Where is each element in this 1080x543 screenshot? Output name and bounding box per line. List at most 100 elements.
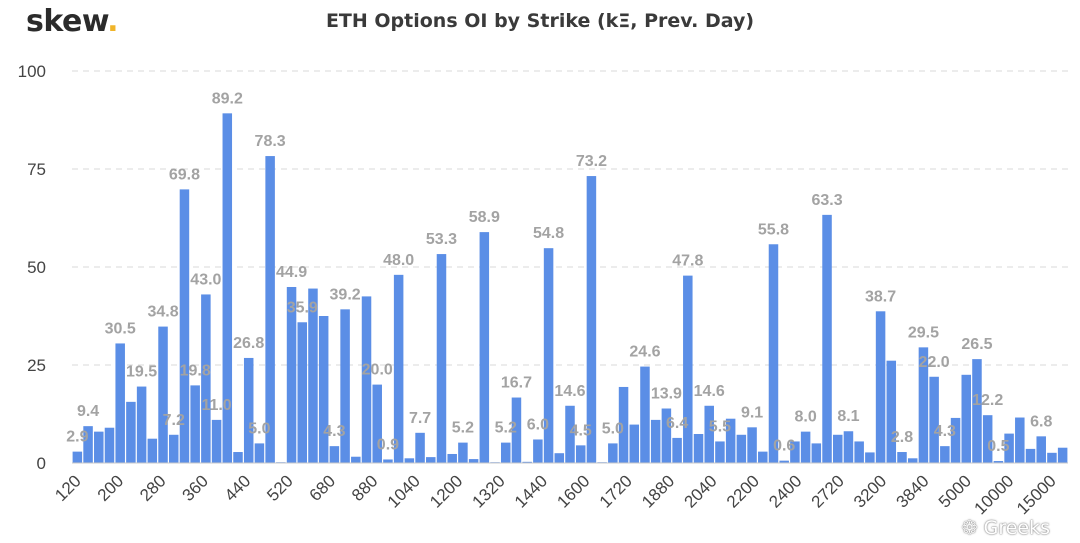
data-label: 53.3 bbox=[426, 231, 457, 248]
data-label: 5.2 bbox=[452, 420, 474, 437]
bar bbox=[147, 438, 158, 463]
data-label: 6.4 bbox=[666, 415, 688, 432]
y-tick-label: 25 bbox=[27, 356, 46, 375]
bar bbox=[1036, 436, 1046, 463]
bar bbox=[447, 453, 457, 463]
bar bbox=[650, 419, 661, 463]
x-tick-label: 1720 bbox=[596, 471, 636, 511]
bar bbox=[832, 434, 843, 463]
data-label: 47.8 bbox=[672, 253, 703, 270]
bar bbox=[94, 431, 104, 463]
bar bbox=[522, 461, 532, 463]
bar bbox=[715, 441, 725, 463]
data-label: 5.0 bbox=[248, 420, 270, 437]
bar bbox=[479, 232, 490, 463]
data-label: 14.6 bbox=[554, 383, 585, 400]
data-label: 55.8 bbox=[758, 221, 789, 238]
y-tick-label: 100 bbox=[18, 62, 46, 81]
bar bbox=[426, 457, 436, 463]
y-tick-label: 50 bbox=[27, 258, 46, 277]
bar bbox=[72, 451, 83, 463]
bar bbox=[329, 446, 340, 463]
bar bbox=[629, 424, 640, 463]
bar bbox=[736, 434, 747, 463]
bar bbox=[929, 376, 939, 463]
x-tick-label: 1440 bbox=[511, 471, 551, 511]
data-label: 0.9 bbox=[377, 436, 399, 453]
bar bbox=[565, 405, 575, 463]
bar bbox=[875, 311, 886, 463]
x-tick-label: 2040 bbox=[681, 471, 721, 511]
x-tick-label: 200 bbox=[94, 471, 127, 504]
data-label: 73.2 bbox=[576, 153, 607, 170]
data-label: 30.5 bbox=[105, 320, 136, 337]
bar bbox=[104, 427, 115, 463]
bar bbox=[361, 296, 372, 463]
data-label: 5.0 bbox=[602, 420, 624, 437]
x-tick-label: 2720 bbox=[808, 471, 848, 511]
bar bbox=[725, 418, 736, 463]
bar bbox=[458, 442, 468, 463]
bar bbox=[158, 326, 168, 463]
x-tick-label: 1200 bbox=[426, 471, 466, 511]
bar bbox=[308, 288, 318, 463]
data-label: 6.0 bbox=[527, 416, 549, 433]
bar bbox=[661, 408, 672, 463]
bar bbox=[500, 442, 511, 463]
data-label: 44.9 bbox=[276, 264, 307, 281]
data-label: 11.0 bbox=[201, 397, 231, 414]
bar bbox=[83, 426, 93, 463]
bar bbox=[961, 374, 972, 463]
bar bbox=[608, 443, 618, 463]
bar bbox=[415, 432, 425, 463]
data-label: 29.5 bbox=[908, 324, 939, 341]
data-label: 9.1 bbox=[741, 404, 763, 421]
x-tick-label: 680 bbox=[306, 471, 339, 504]
bar bbox=[618, 386, 629, 463]
bar bbox=[554, 453, 565, 463]
data-label: 2.9 bbox=[66, 429, 88, 446]
data-label: 63.3 bbox=[811, 192, 842, 209]
data-label: 4.3 bbox=[934, 423, 956, 440]
watermark-text: Greeks bbox=[983, 517, 1050, 539]
x-tick-label: 520 bbox=[263, 471, 296, 504]
y-tick-label: 75 bbox=[27, 160, 46, 179]
bar bbox=[383, 459, 393, 463]
data-label: 16.7 bbox=[501, 375, 532, 392]
bar bbox=[543, 248, 554, 463]
bar bbox=[404, 458, 415, 463]
brand-name: skew bbox=[26, 4, 108, 39]
bar bbox=[340, 309, 350, 463]
bar bbox=[1015, 417, 1025, 463]
bar bbox=[886, 360, 897, 463]
bar bbox=[843, 431, 854, 463]
data-label: 48.0 bbox=[383, 252, 414, 269]
x-tick-label: 3840 bbox=[892, 471, 932, 511]
bar bbox=[436, 254, 447, 463]
watermark: ❁ Greeks bbox=[962, 517, 1050, 539]
bar bbox=[1057, 447, 1068, 463]
data-label: 0.6 bbox=[773, 438, 795, 455]
bar bbox=[693, 433, 704, 463]
bar bbox=[982, 415, 993, 463]
x-tick-label: 1880 bbox=[638, 471, 678, 511]
bar bbox=[907, 458, 918, 463]
bar bbox=[351, 456, 361, 463]
data-label: 34.8 bbox=[147, 304, 178, 321]
data-label: 26.8 bbox=[233, 335, 264, 352]
bar bbox=[672, 437, 682, 463]
bar bbox=[168, 434, 179, 463]
bar bbox=[126, 401, 136, 463]
bar bbox=[575, 445, 586, 463]
bar bbox=[372, 384, 382, 463]
bar bbox=[790, 441, 800, 463]
bar bbox=[254, 443, 265, 463]
data-label: 89.2 bbox=[212, 90, 243, 107]
data-label: 20.0 bbox=[362, 362, 393, 379]
bar bbox=[511, 397, 522, 463]
bar bbox=[286, 286, 297, 463]
bar bbox=[683, 275, 693, 463]
data-label: 5.5 bbox=[709, 418, 731, 435]
bar bbox=[190, 385, 200, 463]
